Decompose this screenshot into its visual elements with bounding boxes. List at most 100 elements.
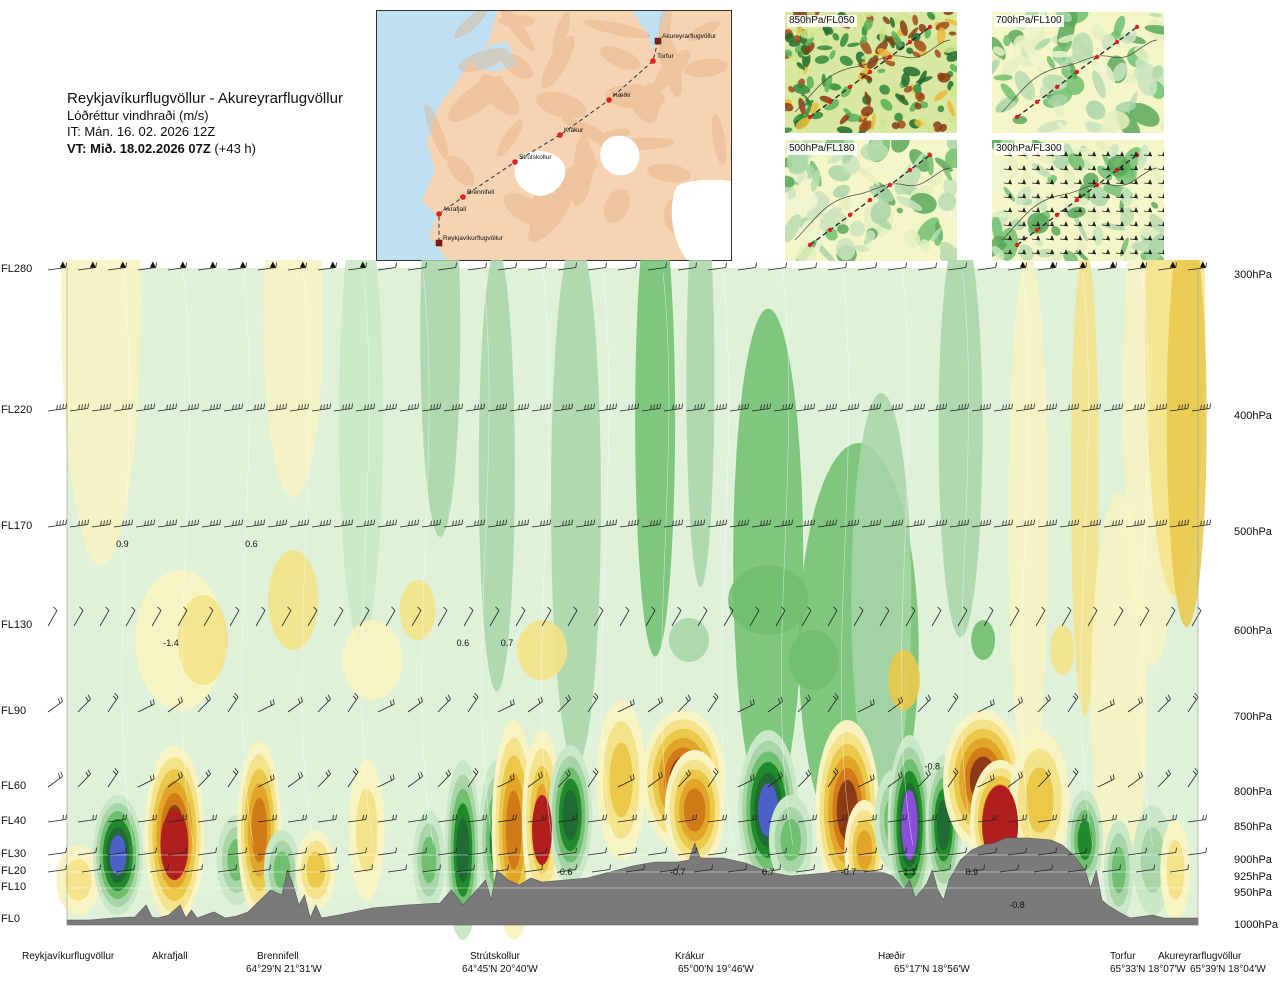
wind-barb <box>797 694 811 713</box>
wind-barb <box>151 606 162 627</box>
pressure-level-label: 925hPa <box>1234 871 1272 883</box>
wind-barb <box>311 403 331 412</box>
inset-300hpa[interactable]: 300hPa/FL300 <box>992 140 1164 261</box>
wind-barb <box>257 814 277 823</box>
value-label: -0.7 <box>670 867 686 877</box>
wind-barb <box>443 519 463 528</box>
wind-barb <box>1127 696 1143 713</box>
wind-barb <box>693 864 713 873</box>
inset-850hpa-map <box>785 12 957 133</box>
wind-barb <box>443 403 463 412</box>
wind-barb <box>917 262 937 271</box>
location-name: Reykjavíkurflugvöllur <box>22 951 115 962</box>
wind-barb <box>167 814 187 823</box>
inset-500hpa-map <box>785 140 957 261</box>
wind-barb <box>527 771 543 788</box>
wind-barb <box>927 519 947 528</box>
wind-barb <box>333 519 353 528</box>
wind-barb <box>1067 261 1087 271</box>
wind-barb <box>647 262 667 271</box>
wind-barb <box>317 847 337 856</box>
wind-barb <box>467 768 479 788</box>
wind-barb <box>931 864 951 873</box>
wind-barb <box>1007 261 1027 271</box>
wind-barb <box>407 771 423 788</box>
wind-barb <box>359 606 370 627</box>
wind-barb <box>827 847 847 856</box>
wind-barb <box>879 606 890 627</box>
wind-barb <box>487 519 507 528</box>
wind-barb <box>1015 403 1035 412</box>
inset-700hpa[interactable]: 700hPa/FL100 <box>992 12 1164 133</box>
wind-barb <box>167 771 183 788</box>
inset-500hpa[interactable]: 500hPa/FL180 <box>785 140 957 261</box>
map-waypoint-label: Torfur <box>657 53 674 60</box>
wind-barb <box>977 847 997 856</box>
low-contour-cell <box>609 742 633 818</box>
wind-barb <box>167 847 187 856</box>
location-name: Brennifell <box>257 951 299 962</box>
wind-barb <box>1147 519 1167 528</box>
location-name: Akureyrarflugvöllur <box>1158 951 1242 962</box>
value-label: -0.8 <box>1009 900 1025 910</box>
wind-barb <box>1059 403 1079 412</box>
wind-barb <box>1037 519 1057 528</box>
wind-barb <box>509 519 529 528</box>
location-name: Krákur <box>675 951 705 962</box>
wind-barb <box>1037 694 1051 713</box>
wind-barb <box>437 769 451 788</box>
wind-barb <box>77 814 97 823</box>
upper-contour-cell <box>339 260 384 642</box>
wind-barb <box>861 519 881 528</box>
map-waypoint-label: Brennifell <box>467 189 495 196</box>
wind-barb <box>1007 847 1027 856</box>
location-coord: 65°17'N 18°56'W <box>894 964 970 975</box>
wind-barb <box>1059 519 1079 528</box>
map-fjord-west <box>467 41 517 71</box>
wind-barb <box>509 403 529 412</box>
wind-barb <box>1007 696 1023 713</box>
pressure-level-label: 700hPa <box>1234 711 1272 723</box>
wind-barb <box>255 606 266 627</box>
inset-850hpa[interactable]: 850hPa/FL050 <box>785 12 957 133</box>
pressure-level-label: 500hPa <box>1234 526 1272 538</box>
map-sea-west <box>377 11 497 260</box>
wind-barb <box>857 814 877 823</box>
wind-barb <box>251 864 271 873</box>
wind-barb <box>317 694 331 713</box>
wind-barb <box>217 864 237 873</box>
wind-barb <box>411 606 422 627</box>
wind-barb <box>977 814 997 823</box>
wind-barb <box>347 261 367 271</box>
wind-barb <box>113 519 133 528</box>
wind-barb <box>827 606 838 627</box>
wind-barb <box>773 519 793 528</box>
pressure-level-label: 300hPa <box>1234 269 1272 281</box>
wind-barb <box>527 814 547 823</box>
wind-barb <box>917 769 931 788</box>
wind-barb <box>947 847 967 856</box>
wind-barb <box>333 606 344 627</box>
wind-barb <box>227 847 247 856</box>
map-glacier-vatnajokull <box>671 179 731 260</box>
wind-barb <box>857 262 877 271</box>
wind-barb <box>497 699 515 713</box>
wind-barb <box>157 403 177 412</box>
wind-barb <box>287 814 307 823</box>
wind-barb <box>723 606 734 627</box>
upper-contour-cell <box>420 260 461 537</box>
map-airport-marker <box>435 239 443 247</box>
wind-barb <box>319 864 339 873</box>
wind-barb <box>407 262 427 271</box>
wind-barb <box>467 693 479 713</box>
wind-barb <box>183 864 203 873</box>
wind-barb <box>761 864 781 873</box>
upper-contour-cell <box>686 260 715 587</box>
wind-barb <box>677 769 691 788</box>
wind-barb <box>625 864 645 873</box>
wind-barb <box>245 403 265 412</box>
wind-barb <box>223 403 243 412</box>
wind-barb <box>965 864 985 873</box>
wind-barb <box>47 847 67 856</box>
location-name: Strútskollur <box>470 951 521 962</box>
